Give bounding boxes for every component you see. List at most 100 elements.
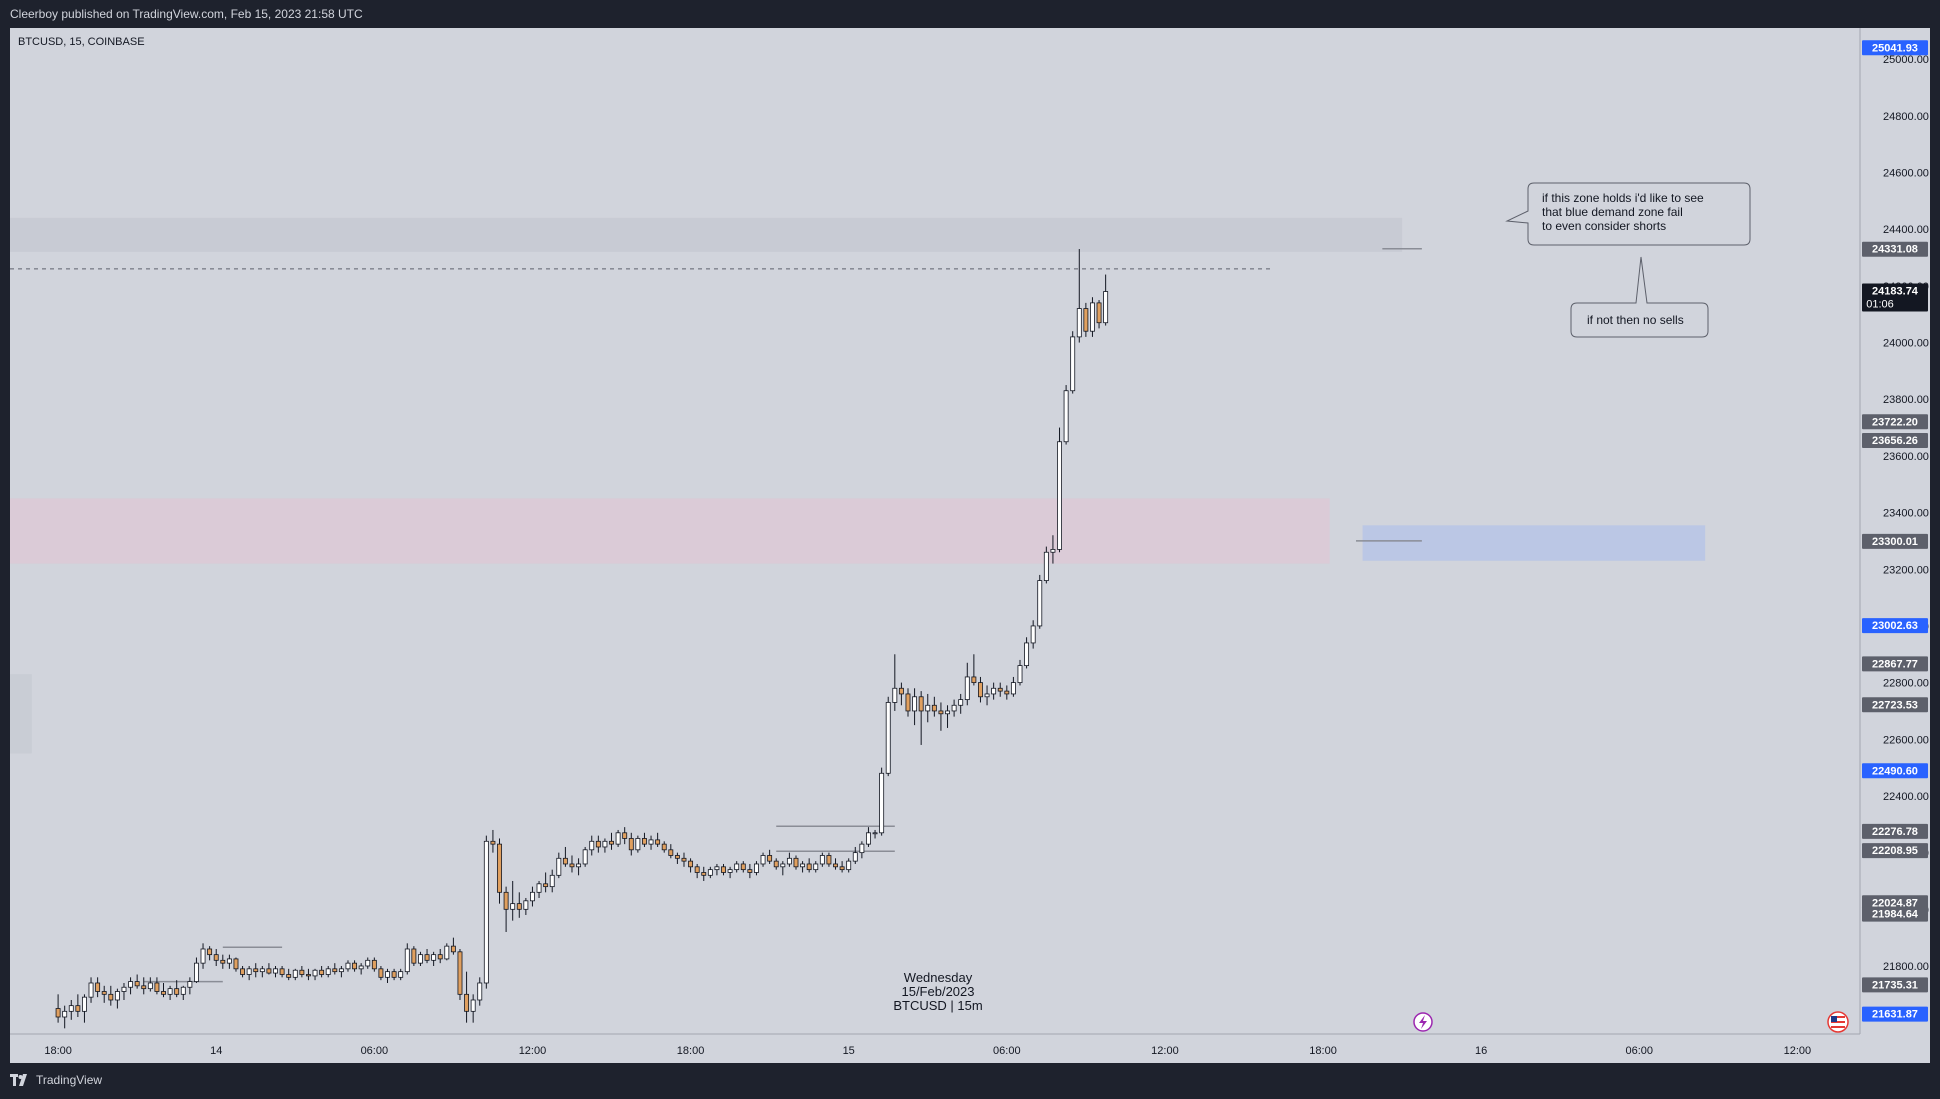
price-label[interactable]: 22490.60 xyxy=(1862,763,1928,779)
demand-zone[interactable] xyxy=(1362,525,1706,561)
tradingview-logo[interactable]: TradingView xyxy=(10,1073,102,1087)
price-label[interactable]: 23300.01 xyxy=(1862,533,1928,549)
candle xyxy=(141,977,147,995)
candle xyxy=(134,974,140,989)
chart-canvas[interactable]: Wednesday 15/Feb/2023 BTCUSD | 15m BTCUS… xyxy=(10,28,1930,1063)
candle xyxy=(404,943,410,975)
price-label[interactable]: 21984.64 xyxy=(1862,906,1928,922)
candle xyxy=(754,861,759,876)
price-label[interactable]: 23656.26 xyxy=(1862,432,1928,448)
price-label[interactable]: 22208.95 xyxy=(1862,843,1928,859)
price-label[interactable]: 24331.08 xyxy=(1862,241,1928,257)
candle-body xyxy=(200,948,206,964)
candle-body xyxy=(345,962,351,970)
candle-body xyxy=(95,982,101,992)
candle-body xyxy=(1103,291,1109,324)
candle xyxy=(431,951,437,966)
candle xyxy=(734,861,740,873)
candle-body xyxy=(786,857,792,865)
price-label-text: 23656.26 xyxy=(1872,435,1918,447)
candle xyxy=(1063,385,1069,445)
candle-body xyxy=(154,982,160,992)
candle-body xyxy=(866,832,871,845)
candle-body xyxy=(108,993,114,1001)
price-label[interactable]: 22024.87 xyxy=(1862,895,1928,911)
price-axis[interactable]: 21800.0022000.0022200.0022400.0022600.00… xyxy=(1859,28,1930,1034)
candle xyxy=(477,977,483,1006)
price-label[interactable]: 25041.93 xyxy=(1862,40,1928,56)
candle xyxy=(457,948,463,1000)
lightning-icon[interactable] xyxy=(1413,1012,1433,1032)
us-flag-icon[interactable] xyxy=(1827,1011,1849,1033)
candle-body xyxy=(101,991,107,995)
candle-body xyxy=(470,999,476,1012)
candle-body xyxy=(1024,642,1030,667)
candle xyxy=(167,985,173,1000)
candle-body xyxy=(747,869,753,873)
price-label[interactable]: 23722.20 xyxy=(1862,414,1928,430)
price-label[interactable]: 22276.78 xyxy=(1862,823,1928,839)
candle-body xyxy=(964,676,970,701)
candle xyxy=(938,702,944,731)
time-ticks: 18:00 14 06:00 12:00 18:00 15 06:00 12:00 18:00 1… xyxy=(44,1045,1811,1057)
candle xyxy=(945,705,950,728)
candle xyxy=(470,994,476,1023)
candle-body xyxy=(674,855,680,859)
candle xyxy=(839,861,845,873)
candle xyxy=(154,977,160,995)
candle-body xyxy=(510,903,516,910)
candle xyxy=(786,852,792,867)
candle-body xyxy=(411,948,417,964)
left-box[interactable] xyxy=(10,674,32,754)
candle xyxy=(912,688,918,726)
candle-body xyxy=(931,704,937,712)
candle-body xyxy=(325,968,331,975)
candle xyxy=(536,880,542,898)
candle-body xyxy=(767,855,773,862)
watermark-date: 15/Feb/2023 xyxy=(901,984,974,999)
price-label[interactable]: 21735.31 xyxy=(1862,977,1928,993)
no-sells-note-bubble[interactable]: if not then no sells xyxy=(1570,256,1709,338)
candle-body xyxy=(536,883,542,893)
candle-body xyxy=(589,840,595,851)
candle-body xyxy=(549,874,555,888)
price-label-bg xyxy=(1862,906,1928,922)
candle-body xyxy=(220,959,226,964)
candle-body xyxy=(852,852,858,862)
candle xyxy=(1050,535,1056,564)
time-axis[interactable]: 18:00 14 06:00 12:00 18:00 15 06:00 12:00 18:00 1… xyxy=(10,1033,1930,1063)
time-tick-label: 12:00 xyxy=(1151,1045,1179,1057)
price-label[interactable]: 23002.63 xyxy=(1862,618,1928,634)
candle-body xyxy=(391,971,397,978)
candle xyxy=(892,654,898,711)
supply-zone[interactable] xyxy=(10,498,1330,564)
top-zone[interactable] xyxy=(10,217,1403,252)
zone-note-bubble[interactable]: if this zone holds i'd like to see that … xyxy=(1505,182,1751,246)
candle-body xyxy=(1063,390,1069,443)
price-label-text: 21631.87 xyxy=(1872,1009,1918,1021)
price-label[interactable]: 21631.87 xyxy=(1862,1006,1928,1022)
tradingview-logo-icon xyxy=(10,1074,27,1086)
candle xyxy=(398,968,404,981)
candle xyxy=(885,696,891,777)
price-label[interactable]: 22867.77 xyxy=(1862,656,1928,672)
price-label-text: 23002.63 xyxy=(1872,620,1918,632)
publish-line: Cleerboy published on TradingView.com, F… xyxy=(10,7,363,21)
candle xyxy=(161,982,166,998)
candle-body xyxy=(378,968,384,978)
candle xyxy=(503,886,509,932)
price-label[interactable]: 22723.53 xyxy=(1862,697,1928,713)
candle xyxy=(714,863,720,876)
candle xyxy=(1004,685,1010,700)
candle xyxy=(1024,637,1030,669)
candle-body xyxy=(846,860,852,871)
chart-area[interactable]: Wednesday 15/Feb/2023 BTCUSD | 15m BTCUS… xyxy=(10,28,1930,1063)
price-label-text: 22024.87 xyxy=(1872,897,1918,909)
candle-body xyxy=(259,968,265,973)
candle-body xyxy=(450,945,456,953)
candle-body xyxy=(648,839,654,845)
candle xyxy=(299,965,305,978)
candle-body xyxy=(681,857,687,862)
candle-body xyxy=(530,891,535,902)
